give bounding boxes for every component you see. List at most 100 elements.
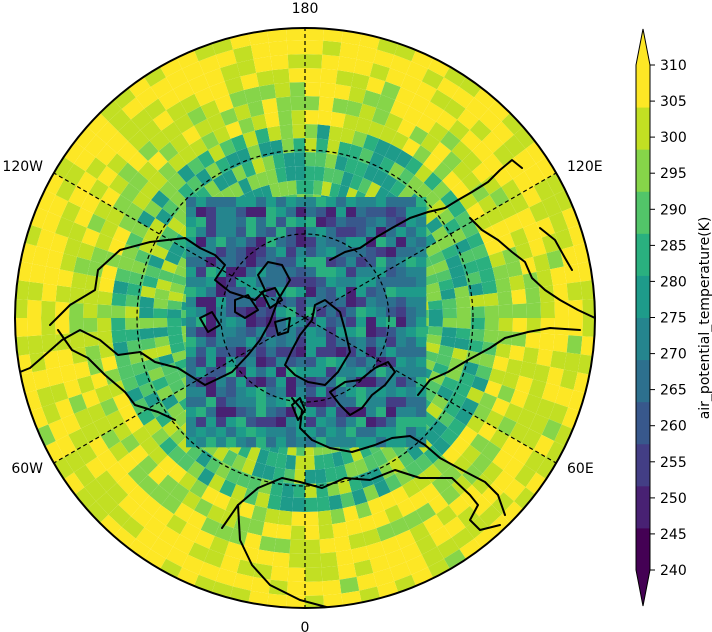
grid-cell bbox=[384, 504, 404, 524]
grid-cell bbox=[194, 498, 213, 518]
grid-cell bbox=[316, 427, 327, 438]
colorbar-tick-label: 310 bbox=[660, 58, 687, 74]
grid-cell bbox=[64, 450, 86, 473]
grid-cell bbox=[540, 301, 555, 318]
grid-cell bbox=[366, 337, 377, 348]
grid-cell bbox=[98, 343, 115, 359]
grid-cell bbox=[376, 397, 387, 408]
grid-cell bbox=[99, 397, 119, 417]
grid-cell bbox=[216, 427, 227, 438]
grid-cell bbox=[187, 106, 207, 126]
grid-cell bbox=[516, 207, 536, 228]
grid-cell bbox=[488, 251, 506, 268]
grid-cell bbox=[363, 454, 379, 472]
grid-cell bbox=[409, 125, 429, 146]
grid-cell bbox=[251, 157, 266, 175]
grid-cell bbox=[125, 294, 141, 308]
grid-cell bbox=[281, 482, 295, 498]
grid-cell bbox=[206, 327, 217, 338]
grid-cell bbox=[336, 307, 347, 318]
grid-cell bbox=[554, 188, 575, 212]
grid-cell bbox=[168, 291, 184, 302]
grid-cell bbox=[316, 267, 327, 278]
grid-cell bbox=[541, 419, 562, 441]
grid-cell bbox=[267, 494, 282, 511]
colorbar-tick-label: 240 bbox=[660, 563, 687, 579]
grid-cell bbox=[226, 317, 237, 328]
grid-cell bbox=[442, 151, 462, 171]
grid-cell bbox=[548, 402, 569, 425]
grid-cell bbox=[471, 473, 493, 495]
grid-cell bbox=[355, 501, 372, 519]
grid-cell bbox=[443, 401, 461, 418]
grid-cell bbox=[491, 121, 514, 144]
grid-cell bbox=[443, 516, 466, 538]
grid-cell bbox=[285, 454, 296, 470]
grid-cell bbox=[460, 397, 479, 415]
grid-cell bbox=[246, 417, 257, 428]
grid-cell bbox=[295, 455, 305, 470]
grid-cell bbox=[108, 380, 126, 398]
grid-cell bbox=[504, 213, 523, 233]
grid-cell bbox=[373, 49, 395, 68]
grid-cell bbox=[326, 297, 337, 308]
grid-cell bbox=[127, 151, 148, 172]
grid-cell bbox=[186, 327, 197, 338]
grid-cell bbox=[220, 554, 241, 573]
grid-cell bbox=[220, 107, 239, 126]
grid-cell bbox=[186, 337, 197, 348]
grid-cell bbox=[206, 347, 217, 358]
grid-cell bbox=[286, 257, 297, 268]
grid-cell bbox=[366, 387, 377, 398]
grid-cell bbox=[35, 424, 56, 448]
grid-cell bbox=[376, 217, 387, 228]
grid-cell bbox=[159, 56, 182, 78]
grid-cell bbox=[236, 287, 247, 298]
grid-cell bbox=[276, 237, 287, 248]
grid-cell bbox=[372, 169, 388, 187]
grid-cell bbox=[356, 377, 367, 388]
grid-cell bbox=[246, 337, 257, 348]
grid-cell bbox=[406, 347, 417, 358]
grid-cell bbox=[582, 318, 595, 338]
grid-cell bbox=[369, 554, 390, 573]
grid-cell bbox=[236, 237, 247, 248]
grid-cell bbox=[381, 444, 398, 462]
grid-cell bbox=[236, 437, 247, 448]
grid-cell bbox=[329, 182, 341, 199]
grid-cell bbox=[366, 317, 377, 328]
grid-cell bbox=[536, 269, 553, 288]
grid-cell bbox=[142, 347, 159, 361]
grid-cell bbox=[197, 150, 215, 169]
grid-cell bbox=[256, 171, 270, 188]
grid-cell bbox=[236, 217, 247, 228]
grid-cell bbox=[226, 327, 237, 338]
grid-cell bbox=[403, 510, 423, 530]
grid-cell bbox=[186, 247, 197, 258]
grid-cell bbox=[226, 217, 237, 228]
grid-cell bbox=[461, 444, 482, 465]
grid-cell bbox=[158, 525, 180, 547]
grid-cell bbox=[306, 367, 317, 378]
grid-cell bbox=[41, 300, 56, 318]
grid-cell bbox=[275, 453, 287, 469]
grid-cell bbox=[206, 387, 217, 398]
grid-cell bbox=[334, 535, 351, 552]
grid-cell bbox=[124, 415, 144, 434]
grid-cell bbox=[396, 357, 407, 368]
grid-cell bbox=[175, 567, 199, 588]
grid-cell bbox=[97, 304, 112, 318]
grid-cell bbox=[225, 121, 243, 139]
grid-cell bbox=[376, 307, 387, 318]
grid-cell bbox=[276, 337, 287, 348]
grid-cell bbox=[256, 549, 275, 566]
grid-cell bbox=[246, 257, 257, 268]
grid-cell bbox=[61, 201, 81, 223]
colorbar-tick-label: 270 bbox=[660, 347, 687, 363]
grid-cell bbox=[378, 156, 395, 175]
grid-cell bbox=[482, 461, 504, 483]
grid-cell bbox=[140, 337, 156, 351]
grid-cell bbox=[356, 437, 367, 448]
grid-cell bbox=[305, 82, 321, 97]
grid-cell bbox=[406, 257, 417, 268]
